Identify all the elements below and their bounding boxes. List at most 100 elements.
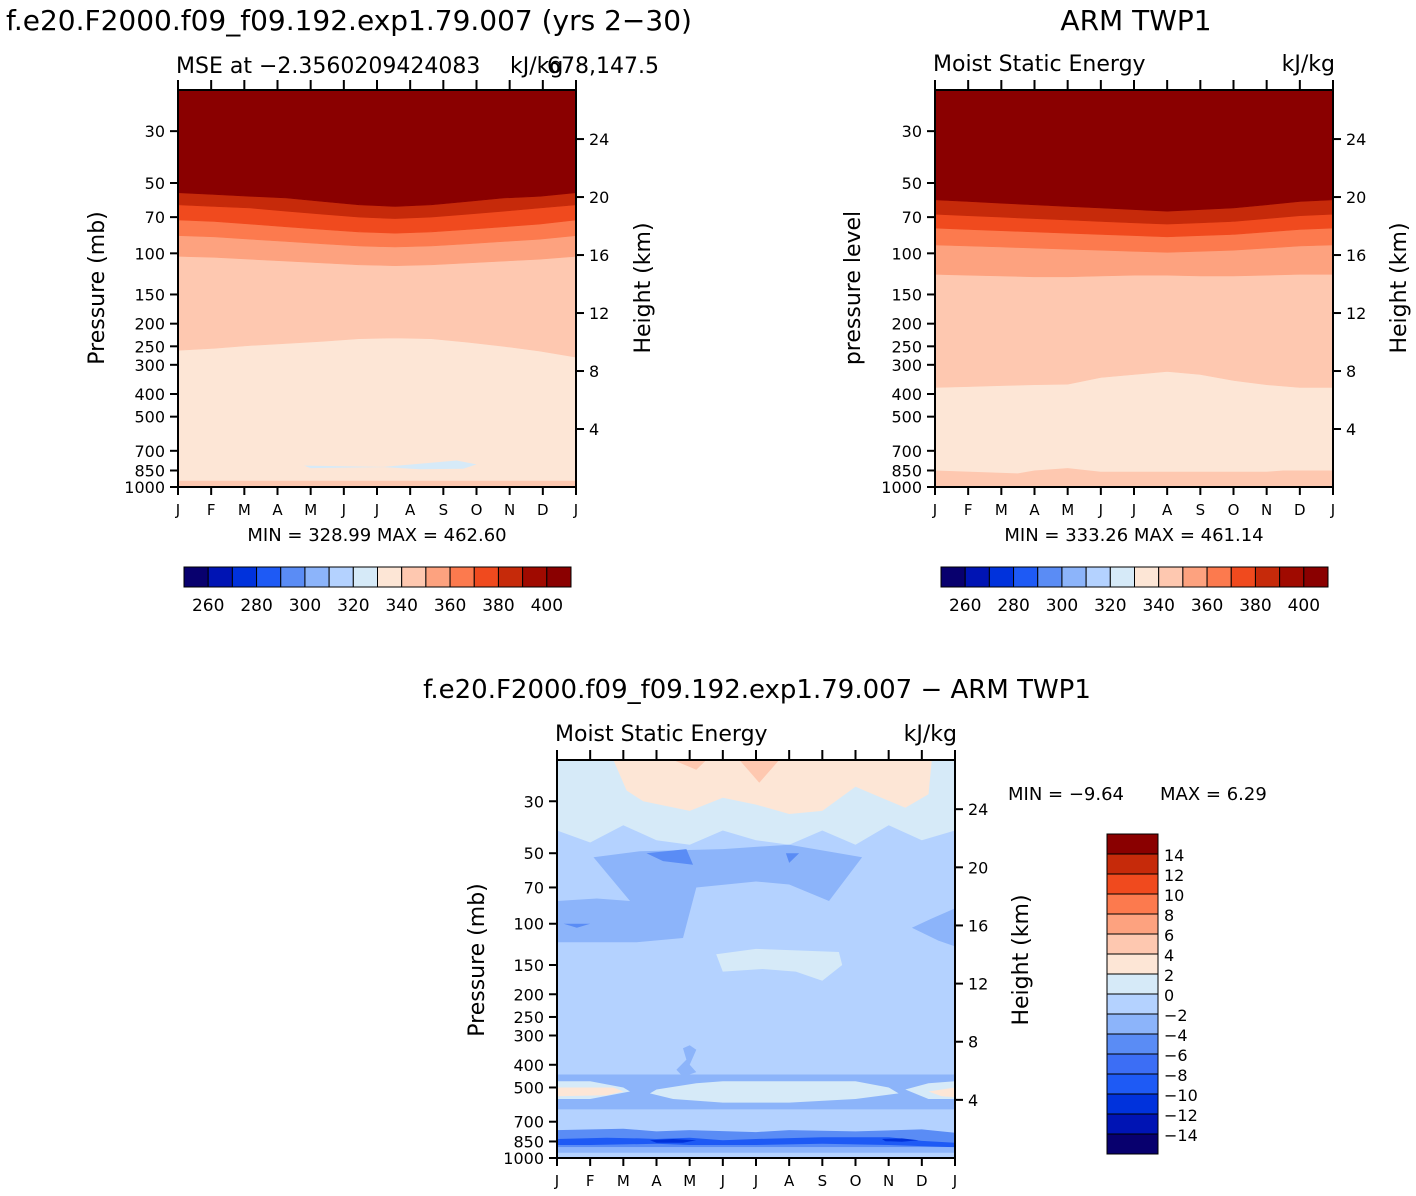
model-mtick-label: N [504,501,515,519]
diff-mtick-label: N [883,1172,894,1190]
colorbar-obs-swatch [1279,566,1305,588]
colorbar-obs-swatch [1303,566,1329,588]
panel-obs-ylabel: pressure level [841,211,866,365]
panel-diff-ylabel: Pressure (mb) [465,883,490,1037]
obs-htick-label: 4 [1346,420,1356,439]
colorbar-diff-label: −14 [1164,1126,1198,1145]
colorbar-obs-label: 320 [1094,596,1126,616]
panel-obs: ARM TWP1 Moist Static Energy kJ/kg 30 50 7… [841,4,1412,616]
panel-model-title: f.e20.F2000.f09_f09.192.exp1.79.007 (yrs… [6,4,692,37]
colorbar-obs-swatch [1182,566,1208,588]
colorbar-model-swatch [231,566,258,588]
obs-ptick-label: 700 [891,442,922,461]
diff-contour-patch [613,760,932,814]
diff-mtick-label: A [784,1172,795,1190]
colorbar-obs-swatch [1013,566,1039,588]
colorbar-model-swatch [256,566,282,588]
diff-ptick-label: 100 [513,915,544,934]
colorbar-diff-swatch [1106,833,1159,855]
colorbar-obs-label: 380 [1239,596,1271,616]
colorbar-model-swatch [280,566,306,588]
diff-htick-label: 4 [968,1091,978,1110]
colorbar-diff-label: −10 [1164,1086,1198,1105]
colorbar-obs-swatch [1037,566,1063,588]
colorbar-model-label: 380 [482,596,514,616]
model-ptick-label: 100 [134,244,165,263]
diff-htick-label: 8 [968,1033,978,1052]
obs-mtick-label: N [1261,501,1272,519]
model-ptick-label: 30 [145,122,165,141]
model-htick-label: 16 [589,246,609,265]
model-mtick-label: F [207,501,216,519]
colorbar-model-swatch [328,566,354,588]
model-ptick-label: 150 [134,285,165,304]
model-mtick-label: M [238,501,251,519]
colorbar-model-label: 280 [240,596,272,616]
colorbar-diff-label: 14 [1164,846,1184,865]
obs-htick-label: 20 [1346,188,1366,207]
obs-mtick-label: J [932,501,937,519]
obs-mtick-label: M [1061,501,1074,519]
colorbar-diff-label: 4 [1164,946,1174,965]
colorbar-diff-swatch [1106,953,1159,975]
colorbar-diff-swatch [1106,1053,1159,1075]
obs-mtick-label: S [1196,501,1206,519]
model-mtick-label: A [405,501,416,519]
diff-ptick-label: 500 [513,1078,544,1097]
obs-ptick-label: 100 [891,244,922,263]
obs-mtick-label: O [1228,501,1240,519]
obs-ptick-label: 500 [891,408,922,427]
diff-mtick-label: O [850,1172,862,1190]
diff-mtick-label: J [554,1172,559,1190]
obs-mtick-label: D [1294,501,1306,519]
panel-diff-subtitle: Moist Static Energy [555,722,768,747]
colorbar-model-swatch [207,566,233,588]
model-ptick-label: 500 [134,408,165,427]
panel-diff-y2label: Height (km) [1009,894,1034,1025]
model-ptick-label: 70 [145,208,165,227]
obs-htick-label: 24 [1346,130,1366,149]
diff-mtick-label: F [586,1172,595,1190]
colorbar-model-swatch [183,566,209,588]
model-mtick-label: O [471,501,483,519]
diff-ptick-label: 150 [513,956,544,975]
colorbar-obs-swatch [1061,566,1087,588]
colorbar-diff-label: 6 [1164,926,1174,945]
diff-ptick-label: 50 [524,844,544,863]
colorbar-model-swatch [546,566,572,588]
diff-ptick-label: 30 [524,792,544,811]
diff-contour-patch [557,1152,955,1158]
diff-mtick-label: J [952,1172,957,1190]
obs-mtick-label: J [1131,501,1136,519]
model-ptick-label: 300 [134,356,165,375]
model-mtick-label: J [341,501,346,519]
colorbar-model-label: 320 [337,596,369,616]
panel-obs-subtitle: Moist Static Energy [933,52,1146,77]
diff-contour-patch [649,1139,697,1143]
obs-ptick-label: 1000 [881,478,922,497]
colorbar-obs-label: 300 [1046,596,1078,616]
model-htick-label: 24 [589,130,609,149]
obs-mtick-label: A [1162,501,1173,519]
colorbar-obs-swatch [1158,566,1184,588]
colorbar-obs-swatch [1134,566,1160,588]
diff-ptick-label: 250 [513,1008,544,1027]
colorbar-obs-swatch [940,566,966,588]
colorbar-diff-swatch [1106,913,1159,935]
colorbar-diff-swatch [1106,853,1159,875]
diff-mtick-label: M [683,1172,696,1190]
colorbar-model-swatch [473,566,499,588]
obs-contour-patch [935,468,1333,487]
colorbar-diff-swatch [1106,933,1159,955]
diff-mtick-label: S [818,1172,828,1190]
obs-ptick-label: 400 [891,385,922,404]
model-ptick-label: 400 [134,385,165,404]
colorbar-obs-label: 360 [1191,596,1223,616]
diff-contour-patch [739,760,780,783]
obs-ptick-label: 850 [891,462,922,481]
panel-diff-title: f.e20.F2000.f09_f09.192.exp1.79.007 − AR… [423,675,1091,705]
colorbar-model-swatch [377,566,403,588]
panel-obs-stats: MIN = 333.26 MAX = 461.14 [1004,525,1263,546]
colorbar-diff-swatch [1106,1113,1159,1135]
